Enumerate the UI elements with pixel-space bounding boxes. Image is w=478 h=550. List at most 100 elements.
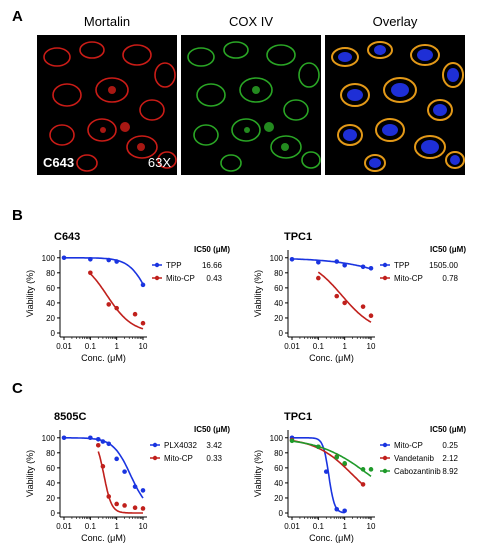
legend-marker — [382, 455, 388, 461]
data-point — [316, 444, 321, 450]
y-tick-label: 40 — [46, 479, 55, 488]
y-tick-label: 20 — [274, 494, 283, 503]
panel-letter-c: C — [12, 380, 23, 397]
data-point — [140, 282, 146, 288]
y-tick-label: 20 — [46, 314, 55, 323]
legend-marker — [382, 275, 388, 281]
y-tick-label: 100 — [42, 434, 56, 443]
data-point — [61, 255, 67, 261]
x-axis-label: Conc. (μM) — [81, 353, 126, 363]
x-tick-label: 0.1 — [313, 522, 325, 531]
legend-series-name: Mito-CP — [394, 441, 423, 450]
x-tick-label: 1 — [114, 342, 119, 351]
fit-curve-mito-cp — [89, 273, 144, 330]
y-tick-label: 100 — [270, 434, 284, 443]
legend-marker — [152, 442, 158, 448]
legend-series-name: Vandetanib — [394, 454, 434, 463]
x-tick-label: 1 — [114, 522, 119, 531]
y-tick-label: 60 — [274, 284, 283, 293]
data-point — [316, 259, 321, 265]
panel-letter-a: A — [12, 8, 23, 25]
legend-series-name: TPP — [166, 261, 182, 270]
x-tick-label: 1 — [342, 342, 347, 351]
x-tick-label: 0.1 — [313, 342, 325, 351]
mortalin-image: C643 63X — [37, 35, 177, 175]
legend-ic50-value: 0.25 — [442, 441, 458, 450]
data-point — [114, 259, 119, 264]
legend-series-name: Cabozantinib — [394, 467, 441, 476]
fit-curve-mito-cp — [97, 451, 143, 514]
legend-marker — [154, 262, 160, 268]
data-point — [106, 302, 112, 307]
x-tick-label: 10 — [367, 342, 376, 351]
legend-marker — [152, 455, 158, 461]
overlay-label: Overlay — [372, 14, 418, 29]
y-tick-label: 20 — [274, 314, 283, 323]
x-axis-label: Conc. (μM) — [309, 353, 354, 363]
data-point — [334, 455, 340, 460]
data-point — [368, 265, 374, 271]
magnification-label: 63X — [147, 155, 171, 170]
y-tick-label: 80 — [46, 449, 55, 458]
y-tick-label: 80 — [274, 269, 283, 278]
x-tick-label: 0.1 — [85, 522, 97, 531]
legend-ic50-value: 0.33 — [206, 454, 222, 463]
x-tick-label: 0.01 — [56, 342, 72, 351]
data-point — [342, 461, 347, 466]
mortalin-cells — [43, 41, 177, 172]
y-tick-label: 80 — [274, 449, 283, 458]
legend-marker — [154, 275, 160, 281]
y-axis-label: Viability (%) — [25, 450, 35, 497]
y-tick-label: 60 — [46, 464, 55, 473]
legend-series-name: TPP — [394, 261, 410, 270]
legend-series-name: Mito-CP — [394, 274, 423, 283]
fit-curve-tpp — [64, 257, 144, 285]
legend-title: IC50 (μM) — [430, 425, 466, 434]
chart-c643: C643 0 20 40 60 80 100 0.01 0.1 1 10 Viability (%) C… — [25, 231, 230, 363]
legend-ic50-value: 1505.00 — [429, 261, 458, 270]
data-point — [100, 464, 106, 469]
legend-title: IC50 (μM) — [430, 245, 466, 254]
cox-iv-label: COX IV — [228, 14, 274, 29]
cox-iv-image — [181, 35, 321, 175]
chart-title: TPC1 — [284, 411, 312, 423]
chart-tpc1-c: TPC1 0 20 40 60 80 100 0.01 0.1 1 10 Viability (%) C… — [253, 411, 466, 543]
data-point — [122, 503, 127, 508]
y-tick-label: 60 — [274, 464, 283, 473]
data-point — [334, 293, 340, 299]
chart-tpc1-b: TPC1 0 20 40 60 80 100 0.01 0.1 1 10 Viability (%) C… — [253, 231, 466, 363]
y-tick-label: 0 — [51, 509, 56, 518]
data-point — [140, 506, 146, 511]
x-tick-label: 0.1 — [85, 342, 97, 351]
y-tick-label: 40 — [46, 299, 55, 308]
x-tick-label: 10 — [367, 522, 376, 531]
legend-marker — [382, 468, 388, 474]
y-tick-label: 60 — [46, 284, 55, 293]
data-point — [122, 469, 127, 474]
data-point — [114, 456, 119, 462]
data-point — [323, 469, 329, 474]
data-point — [140, 488, 146, 493]
mortalin-label: Mortalin — [83, 14, 131, 29]
data-point — [106, 257, 112, 263]
x-tick-label: 1 — [342, 522, 347, 531]
legend-ic50-value: 8.92 — [442, 467, 458, 476]
legend-marker — [382, 262, 388, 268]
legend-ic50-value: 16.66 — [202, 261, 223, 270]
chart-title: 8505C — [54, 411, 86, 423]
overlay-cells — [331, 41, 465, 172]
legend-series-name: PLX4032 — [164, 441, 197, 450]
data-point — [368, 467, 374, 472]
data-point — [289, 438, 295, 444]
data-point — [114, 501, 119, 507]
legend-ic50-value: 2.12 — [442, 454, 458, 463]
data-point — [114, 305, 119, 311]
data-point — [88, 256, 93, 262]
fit-curve-cabozantinib — [291, 440, 372, 477]
legend-series-name: Mito-CP — [164, 454, 193, 463]
y-tick-label: 100 — [270, 254, 284, 263]
data-point — [360, 482, 366, 487]
fit-curve-tpp — [291, 258, 372, 270]
chart-8505c: 8505C 0 20 40 60 80 100 0.01 0.1 1 10 Viability (%)… — [25, 411, 230, 543]
data-point — [360, 264, 366, 270]
